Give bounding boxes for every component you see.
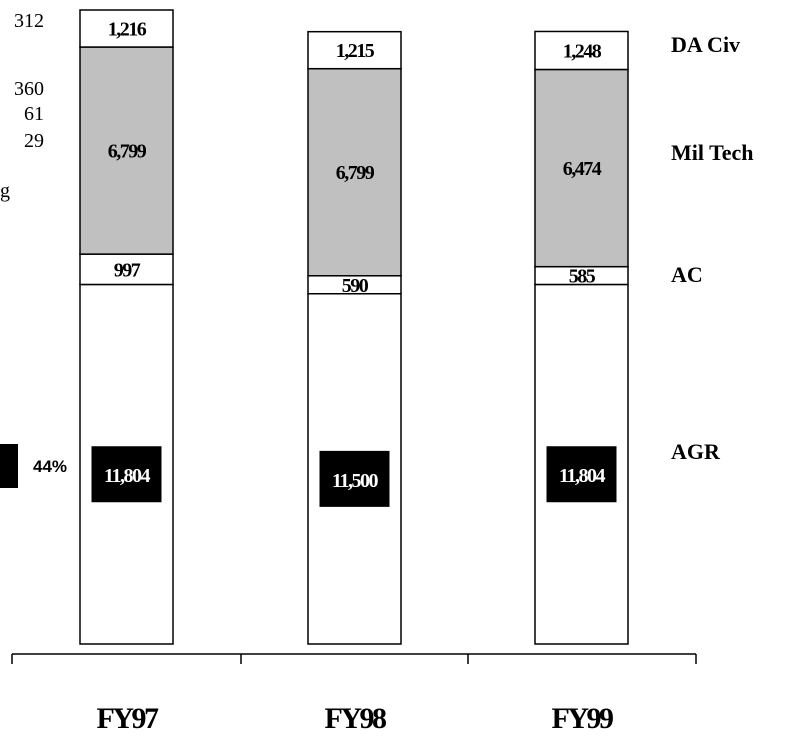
data-label-ac-fy99: 585 [569, 266, 596, 288]
data-label-box-agr-fy97 [91, 446, 162, 503]
left-fragment-text-2: 360 [14, 78, 44, 100]
data-label-box-agr-fy99 [546, 446, 617, 503]
left-fragment-text-5: g [0, 180, 10, 202]
x-tick-label-fy97: FY97 [97, 702, 159, 732]
left-fragment-marker [0, 444, 18, 488]
x-tick-label-fy98: FY98 [325, 702, 386, 732]
left-fragment-text-3: 61 [24, 103, 44, 125]
data-label-agr-fy99: 11,804 [559, 465, 605, 487]
bar-segment-da-civ-fy99 [534, 30, 629, 71]
x-tick-label-fy99: FY99 [552, 702, 613, 732]
legend-label-da-civ: DA Civ [671, 32, 740, 57]
legend-label-agr: AGR [671, 439, 721, 464]
data-label-box-agr-fy98 [319, 450, 390, 507]
bar-segment-mil-tech-fy97 [79, 46, 174, 255]
data-label-mil-tech-fy97: 6,799 [108, 141, 147, 163]
left-fragment-text-4: 29 [24, 130, 44, 152]
bar-segment-da-civ-fy98 [307, 30, 402, 70]
bar-segment-da-civ-fy97 [79, 9, 174, 48]
data-label-da-civ-fy97: 1,216 [108, 19, 147, 41]
left-fragment-percent: 44% [33, 457, 68, 476]
data-label-ac-fy97: 997 [114, 259, 141, 281]
left-fragment-text-1: 312 [14, 10, 44, 32]
bar-segment-mil-tech-fy99 [534, 68, 629, 268]
data-label-mil-tech-fy98: 6,799 [336, 162, 375, 184]
bar-segment-mil-tech-fy98 [307, 67, 402, 277]
data-label-da-civ-fy99: 1,248 [563, 40, 602, 62]
data-label-mil-tech-fy99: 6,474 [563, 158, 602, 180]
data-label-da-civ-fy98: 1,215 [336, 40, 375, 62]
legend-label-ac: AC [671, 262, 703, 287]
legend-label-mil-tech: Mil Tech [671, 140, 754, 165]
data-label-agr-fy98: 11,500 [332, 470, 378, 492]
data-label-ac-fy98: 590 [342, 275, 369, 297]
data-label-agr-fy97: 11,804 [104, 465, 150, 487]
